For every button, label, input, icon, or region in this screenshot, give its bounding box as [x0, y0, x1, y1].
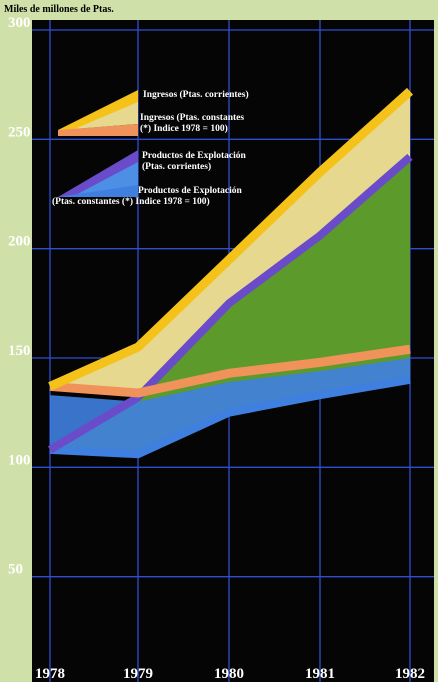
series-line-3	[47, 153, 413, 454]
x-tick-1980: 1980	[214, 666, 244, 682]
series-areas	[47, 87, 414, 459]
y-tick-250: 250	[8, 124, 31, 140]
legend-swatch-2	[58, 124, 138, 136]
series-line-4	[49, 375, 411, 459]
y-tick-100: 100	[8, 452, 31, 468]
y-tick-150: 150	[8, 343, 31, 359]
legend-label-3-2: (Ptas. corrientes)	[142, 161, 211, 172]
legend-swatch-1	[58, 90, 138, 130]
x-tick-1982: 1982	[395, 666, 425, 682]
legend-label-2-2: (*) Indice 1978 = 100)	[140, 123, 228, 134]
legend-label-2-1: Ingresos (Ptas. constantes	[140, 112, 244, 123]
x-tick-1979: 1979	[123, 666, 153, 682]
legend: Ingresos (Ptas. corrientes) Ingresos (Pta…	[52, 89, 249, 207]
legend-label-4-1: Productos de Explotación	[138, 186, 243, 196]
x-tick-labels: 1978 1979 1980 1981 1982	[35, 666, 425, 682]
y-tick-labels: 50 100 150 200 250 300	[8, 15, 31, 578]
x-tick-1981: 1981	[305, 666, 335, 682]
legend-swatch-3	[58, 150, 138, 197]
legend-label-4-2: (Ptas. constantes (*) Indice 1978 = 100)	[52, 196, 210, 207]
legend-label-3-1: Productos de Explotación	[142, 151, 247, 161]
y-tick-300: 300	[8, 15, 31, 31]
area-productos-constantes	[50, 358, 410, 455]
y-tick-50: 50	[8, 562, 23, 578]
x-tick-1978: 1978	[35, 666, 65, 682]
series-line-2	[49, 344, 411, 398]
series-line-1	[48, 87, 414, 391]
legend-swatch-4	[58, 185, 138, 197]
legend-label-1-1: Ingresos (Ptas. corrientes)	[143, 89, 249, 100]
y-axis-label: Miles de millones de Ptas.	[4, 4, 114, 15]
y-tick-200: 200	[8, 234, 31, 250]
